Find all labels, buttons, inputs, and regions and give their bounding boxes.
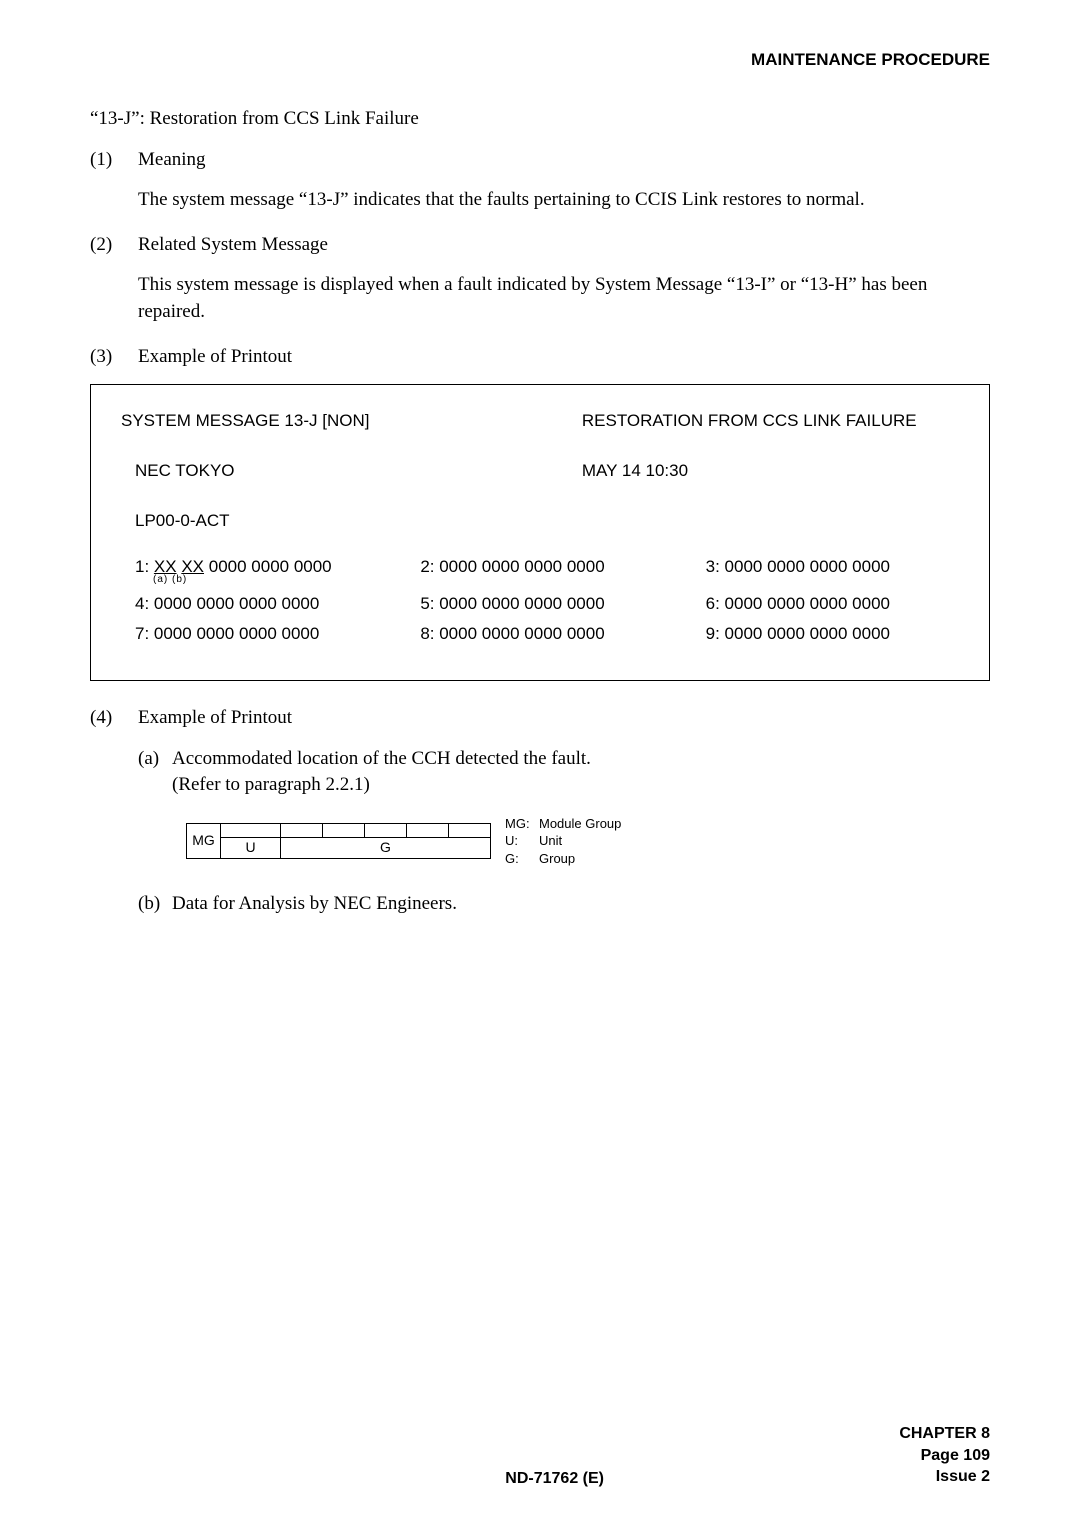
sec2-body: This system message is displayed when a …: [138, 272, 990, 325]
sec3-title: Example of Printout: [138, 344, 990, 371]
page-footer: ND-71762 (E) CHAPTER 8 Page 109 Issue 2: [90, 1423, 990, 1488]
printout-c2-l1: 2: 0000 0000 0000 0000: [420, 555, 673, 579]
ab-labels: (a) (b): [153, 573, 187, 587]
printout-c1-l1: 1: XX XX 0000 0000 0000 (a) (b): [135, 555, 388, 579]
page-header: MAINTENANCE PROCEDURE: [90, 50, 990, 70]
sec1-num: (1): [90, 147, 138, 174]
printout-c1-l3: 7: 0000 0000 0000 0000: [135, 622, 388, 646]
sec1-title: Meaning: [138, 147, 990, 174]
sec2-num: (2): [90, 232, 138, 259]
footer-center: ND-71762 (E): [210, 1470, 899, 1488]
printout-title-right: RESTORATION FROM CCS LINK FAILURE: [582, 409, 959, 433]
printout-c1-l2: 4: 0000 0000 0000 0000: [135, 592, 388, 616]
printout-c3-l1: 3: 0000 0000 0000 0000: [706, 555, 959, 579]
footer-chapter: CHAPTER 8: [899, 1423, 990, 1445]
printout-time: MAY 14 10:30: [582, 459, 959, 483]
printout-lp: LP00-0-ACT: [121, 509, 959, 533]
mgug-cell-g: G: [281, 838, 490, 858]
legend-u-v: Unit: [539, 832, 562, 850]
printout-box: SYSTEM MESSAGE 13-J [NON] RESTORATION FR…: [90, 384, 990, 681]
mgug-table: MG U: [186, 823, 491, 859]
mgug-cell-mg: MG: [187, 824, 221, 859]
printout-c3-l2: 6: 0000 0000 0000 0000: [706, 592, 959, 616]
sec4-title: Example of Printout: [138, 705, 990, 732]
sec4-num: (4): [90, 705, 138, 732]
intro-line: “13-J”: Restoration from CCS Link Failur…: [90, 106, 990, 133]
mgug-cell-u: U: [221, 838, 280, 858]
sec4a-ref: (Refer to paragraph 2.2.1): [172, 772, 591, 799]
sec4a-letter: (a): [138, 746, 172, 799]
sec1-body: The system message “13-J” indicates that…: [138, 187, 990, 214]
printout-c2-l2: 5: 0000 0000 0000 0000: [420, 592, 673, 616]
footer-issue: Issue 2: [899, 1466, 990, 1488]
legend-g-k: G:: [505, 850, 539, 868]
legend-g-v: Group: [539, 850, 575, 868]
c1-l1-post: 0000 0000 0000: [204, 557, 332, 576]
sec2-title: Related System Message: [138, 232, 990, 259]
mgug-legend: MG:Module Group U:Unit G:Group: [505, 815, 621, 868]
footer-page: Page 109: [899, 1445, 990, 1467]
sec3-num: (3): [90, 344, 138, 371]
sec4b-text: Data for Analysis by NEC Engineers.: [172, 891, 457, 918]
c1-l1-pre: 1:: [135, 557, 154, 576]
printout-loc: NEC TOKYO: [121, 459, 582, 483]
sec4a-text: Accommodated location of the CCH detecte…: [172, 746, 591, 773]
legend-u-k: U:: [505, 832, 539, 850]
sec4b-letter: (b): [138, 891, 172, 918]
printout-title-left: SYSTEM MESSAGE 13-J [NON]: [121, 409, 582, 433]
legend-mg-v: Module Group: [539, 815, 621, 833]
printout-c2-l3: 8: 0000 0000 0000 0000: [420, 622, 673, 646]
legend-mg-k: MG:: [505, 815, 539, 833]
printout-c3-l3: 9: 0000 0000 0000 0000: [706, 622, 959, 646]
